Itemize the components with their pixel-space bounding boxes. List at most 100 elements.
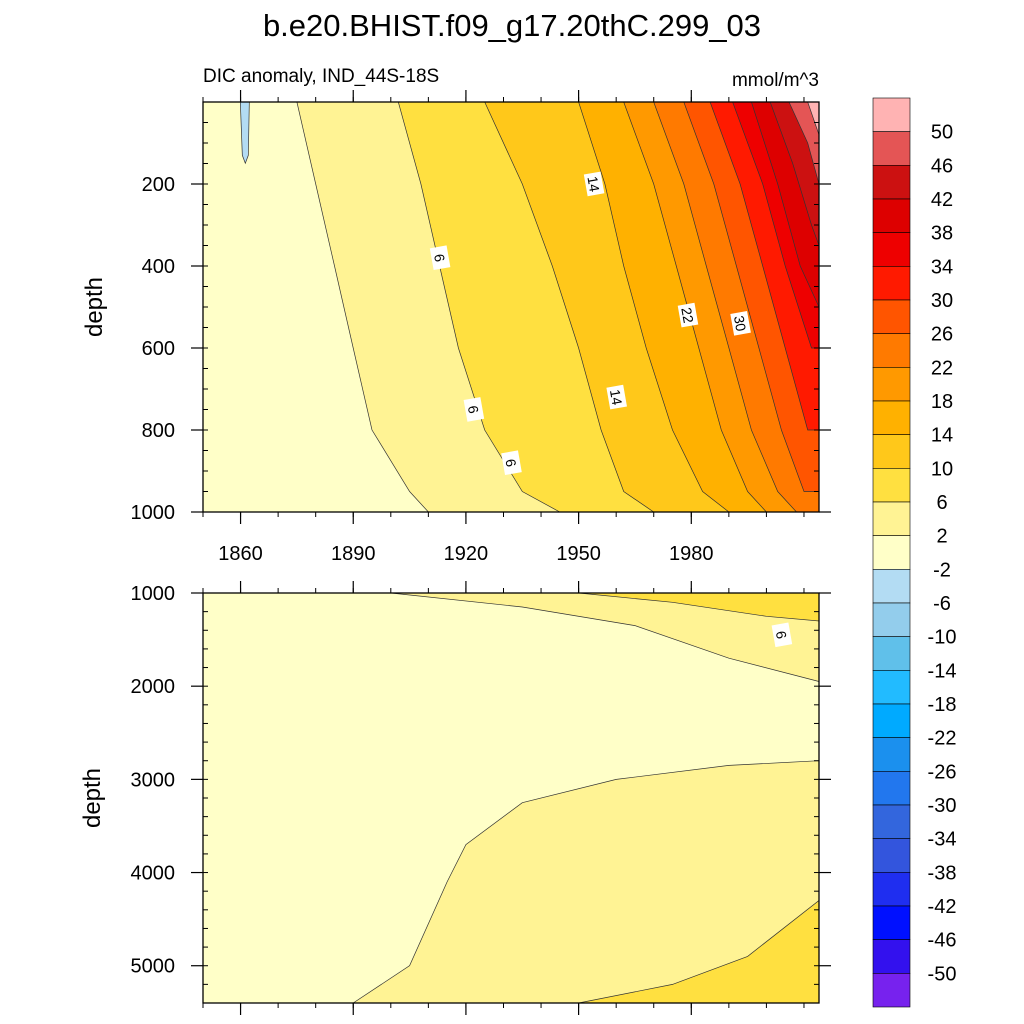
colorbar-swatch (872, 97, 911, 132)
colorbar-swatch (872, 131, 911, 166)
colorbar-label: 2 (936, 526, 947, 548)
colorbar-swatch (872, 838, 911, 873)
y-tick-label: 5000 (131, 956, 176, 978)
y-tick-label: 1000 (131, 583, 176, 605)
colorbar-label: 30 (931, 290, 953, 312)
subtitle-right: mmol/m^3 (732, 70, 819, 91)
upper-y-axis: 200 400 600 800 1000 (131, 101, 831, 524)
contour-label-text: 22 (678, 306, 696, 324)
contour-label-box (429, 245, 451, 271)
contour-label-text: 6 (502, 458, 519, 469)
chart-title: b.e20.BHIST.f09_g17.20thC.299_03 (263, 8, 761, 43)
colorbar-label: -22 (928, 728, 957, 750)
colorbar-swatch (872, 569, 911, 604)
colorbar-swatch (872, 501, 911, 536)
colorbar-swatch (872, 636, 911, 671)
colorbar-label: -46 (928, 930, 957, 952)
contour-label-text: 14 (607, 388, 625, 406)
colorbar-swatch (872, 737, 911, 772)
lower-y-axis-label: depth (79, 768, 106, 828)
upper-x-axis: 1860 1890 1920 1950 1980 (202, 90, 805, 565)
colorbar-swatch (872, 703, 911, 738)
y-tick-label: 3000 (131, 769, 176, 791)
colorbar-label: 46 (931, 155, 953, 177)
contour-label-box (771, 622, 793, 648)
colorbar-swatch (872, 939, 911, 974)
lower-contour-fill (203, 592, 820, 1004)
y-tick-label: 4000 (131, 863, 176, 885)
lower-y-axis: 1000 2000 3000 4000 5000 (131, 583, 831, 1004)
colorbar-swatch (872, 434, 911, 469)
colorbar-label: 10 (931, 458, 953, 480)
lower-x-axis (202, 581, 805, 1015)
colorbar-swatch (872, 198, 911, 233)
colorbar-swatch (872, 266, 911, 301)
contour-label-box (730, 311, 751, 336)
colorbar-label: 34 (931, 256, 953, 278)
contour-label-text: 30 (731, 314, 749, 332)
lower-contour-labels: 6 (771, 622, 793, 648)
contour-label-6: 6 (501, 450, 522, 476)
colorbar-swatch (872, 535, 911, 570)
contour-label-14: 14 (583, 171, 605, 197)
contour-label-text: 14 (584, 175, 602, 193)
colorbar-label: 14 (931, 425, 953, 447)
colorbar-swatch (872, 670, 911, 705)
y-tick-label: 800 (142, 420, 175, 442)
contour-label-30: 30 (730, 311, 751, 336)
colorbar-label: -38 (928, 862, 957, 884)
contour-label-text: 6 (773, 630, 790, 641)
colorbar-label: -26 (928, 761, 957, 783)
x-tick-label: 1980 (669, 543, 714, 565)
contour-label-6: 6 (771, 622, 793, 648)
contour-label-14: 14 (606, 384, 627, 410)
contour-label-box (606, 384, 627, 410)
subtitle-left: DIC anomaly, IND_44S-18S (203, 66, 439, 87)
contour-label-text: 6 (465, 404, 482, 415)
lower-panel: 6 1000 2000 3000 4000 5000 depth (79, 581, 831, 1015)
contour-label-box (677, 302, 699, 328)
contour-label-6: 6 (429, 245, 451, 271)
contour-label-box (463, 397, 485, 422)
colorbar-label: 50 (931, 122, 953, 144)
y-tick-label: 2000 (131, 676, 176, 698)
colorbar-swatch (872, 602, 911, 637)
colorbar-swatch (872, 333, 911, 368)
colorbar-label: -14 (928, 660, 957, 682)
upper-y-axis-label: depth (81, 277, 108, 337)
contour-label-box (583, 171, 605, 197)
colorbar-swatch (872, 804, 911, 839)
y-tick-label: 1000 (131, 502, 176, 524)
colorbar-label: 18 (931, 391, 953, 413)
x-tick-label: 1950 (556, 543, 601, 565)
y-tick-label: 200 (142, 174, 175, 196)
colorbar-swatch (872, 973, 911, 1008)
colorbar-label: -18 (928, 694, 957, 716)
colorbar-label: -42 (928, 896, 957, 918)
colorbar-label: 6 (936, 492, 947, 514)
contour-label-text: 6 (431, 253, 448, 264)
colorbar: 50 46 42 38 34 30 26 22 18 14 10 6 2 -2 -6 -10 -14 -18 -22… (872, 97, 957, 1008)
colorbar-label: -2 (933, 559, 951, 581)
colorbar-swatch (872, 400, 911, 435)
upper-contour-fill (203, 101, 820, 513)
colorbar-label: -6 (933, 593, 951, 615)
colorbar-swatch (872, 299, 911, 334)
colorbar-label: -50 (928, 963, 957, 985)
x-tick-label: 1860 (218, 543, 263, 565)
colorbar-swatch (872, 872, 911, 907)
colorbar-label: 22 (931, 357, 953, 379)
colorbar-label: -10 (928, 627, 957, 649)
colorbar-label: 42 (931, 189, 953, 211)
colorbar-label: 26 (931, 324, 953, 346)
colorbar-swatch (872, 367, 911, 402)
colorbar-label: -34 (928, 829, 957, 851)
colorbar-swatch (872, 905, 911, 940)
colorbar-swatch (872, 232, 911, 267)
colorbar-swatch (872, 468, 911, 503)
upper-panel: 14 6 22 30 14 6 6 200 400 600 800 1000 1860 1890 192… (81, 90, 831, 565)
colorbar-label: 38 (931, 223, 953, 245)
contour-label-22: 22 (677, 302, 699, 328)
contour-label-6: 6 (463, 397, 485, 422)
